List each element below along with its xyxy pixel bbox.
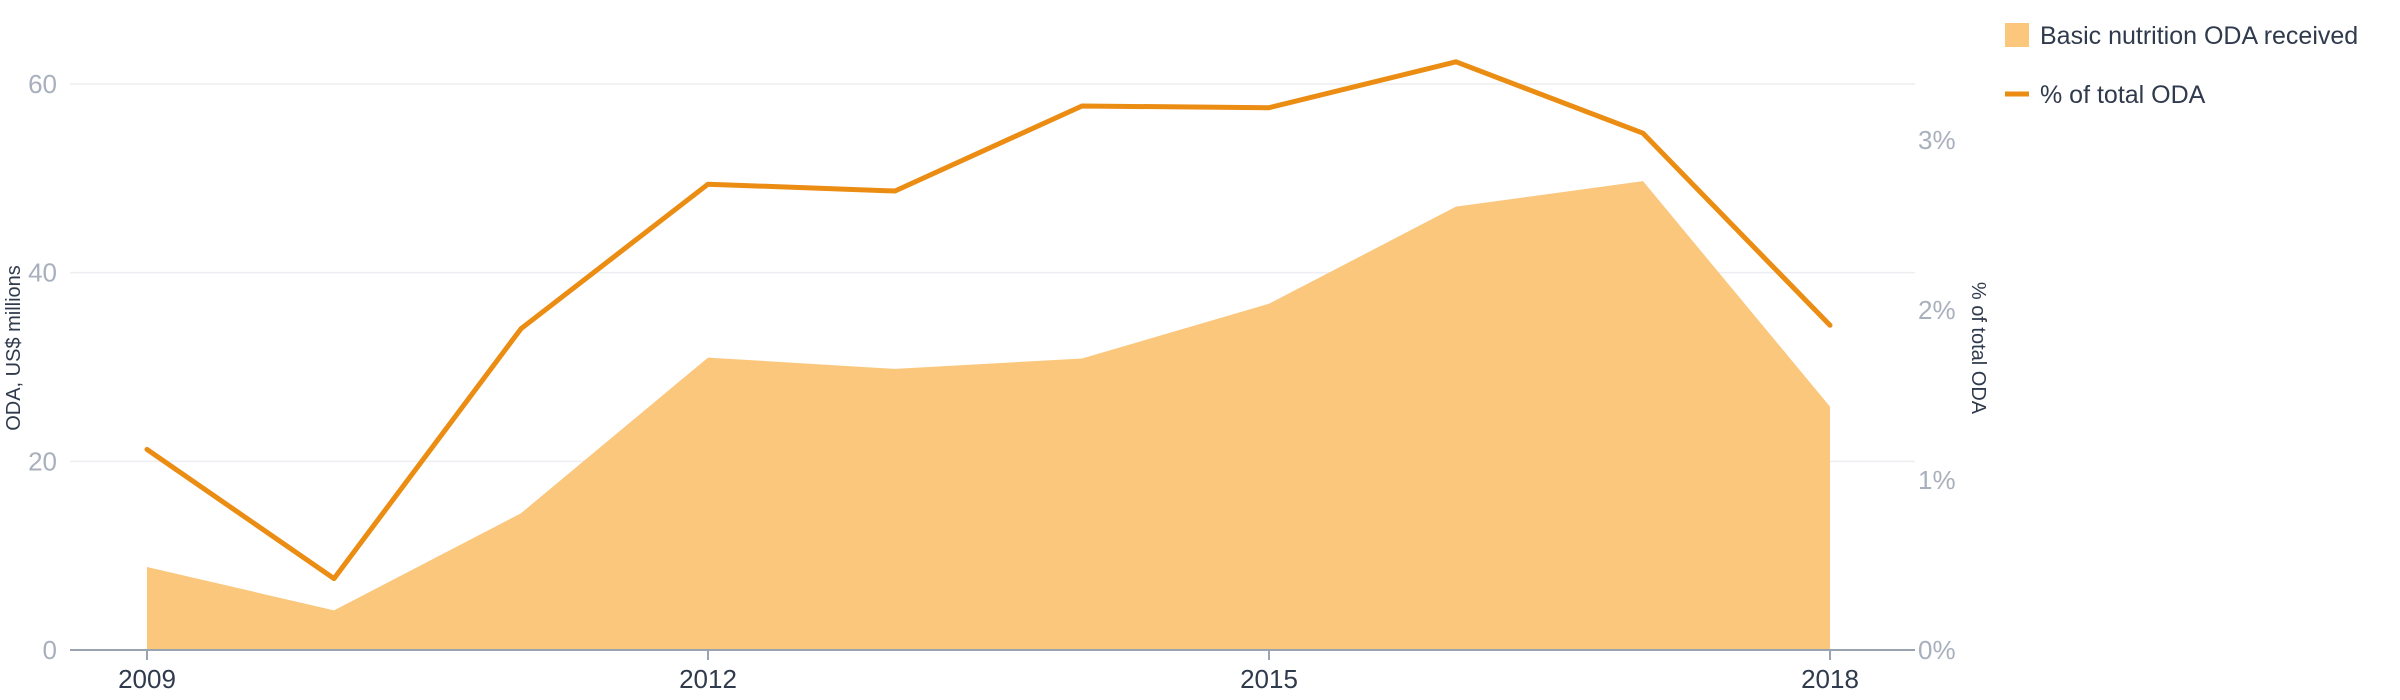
legend-label: % of total ODA bbox=[2040, 81, 2206, 109]
right-axis-title: % of total ODA bbox=[1967, 282, 1989, 415]
left-axis-title: ODA, US$ millions bbox=[3, 265, 25, 431]
label-layer: 2009 2012 2015 2018 0 20 40 60 0% 1% 2% 3% ODA, US$ … bbox=[3, 69, 1989, 694]
right-axis-tick-label: 3% bbox=[1918, 125, 1956, 155]
axis-layer bbox=[70, 649, 1915, 660]
area-series-basic-nutrition-oda bbox=[147, 181, 1830, 650]
x-tick-label: 2015 bbox=[1240, 664, 1298, 694]
area-layer bbox=[147, 181, 1830, 650]
x-tick-label: 2018 bbox=[1801, 664, 1859, 694]
line-layer bbox=[144, 59, 1833, 582]
right-axis-tick-label: 1% bbox=[1918, 465, 1956, 495]
legend-swatch-area bbox=[2005, 23, 2029, 47]
left-axis-tick-label: 60 bbox=[28, 69, 57, 99]
left-axis-tick-label: 20 bbox=[28, 446, 57, 476]
right-axis-tick-label: 2% bbox=[1918, 295, 1956, 325]
x-tick-label: 2012 bbox=[679, 664, 737, 694]
x-tick-label: 2009 bbox=[118, 664, 176, 694]
line-series-percent-total-oda bbox=[144, 59, 1833, 582]
right-axis-tick-label: 0% bbox=[1918, 635, 1956, 665]
left-axis-tick-label: 40 bbox=[28, 258, 57, 288]
left-axis-tick-label: 0 bbox=[43, 635, 57, 665]
legend-label: Basic nutrition ODA received bbox=[2040, 22, 2358, 50]
legend: Basic nutrition ODA received % of total O… bbox=[2005, 22, 2358, 109]
